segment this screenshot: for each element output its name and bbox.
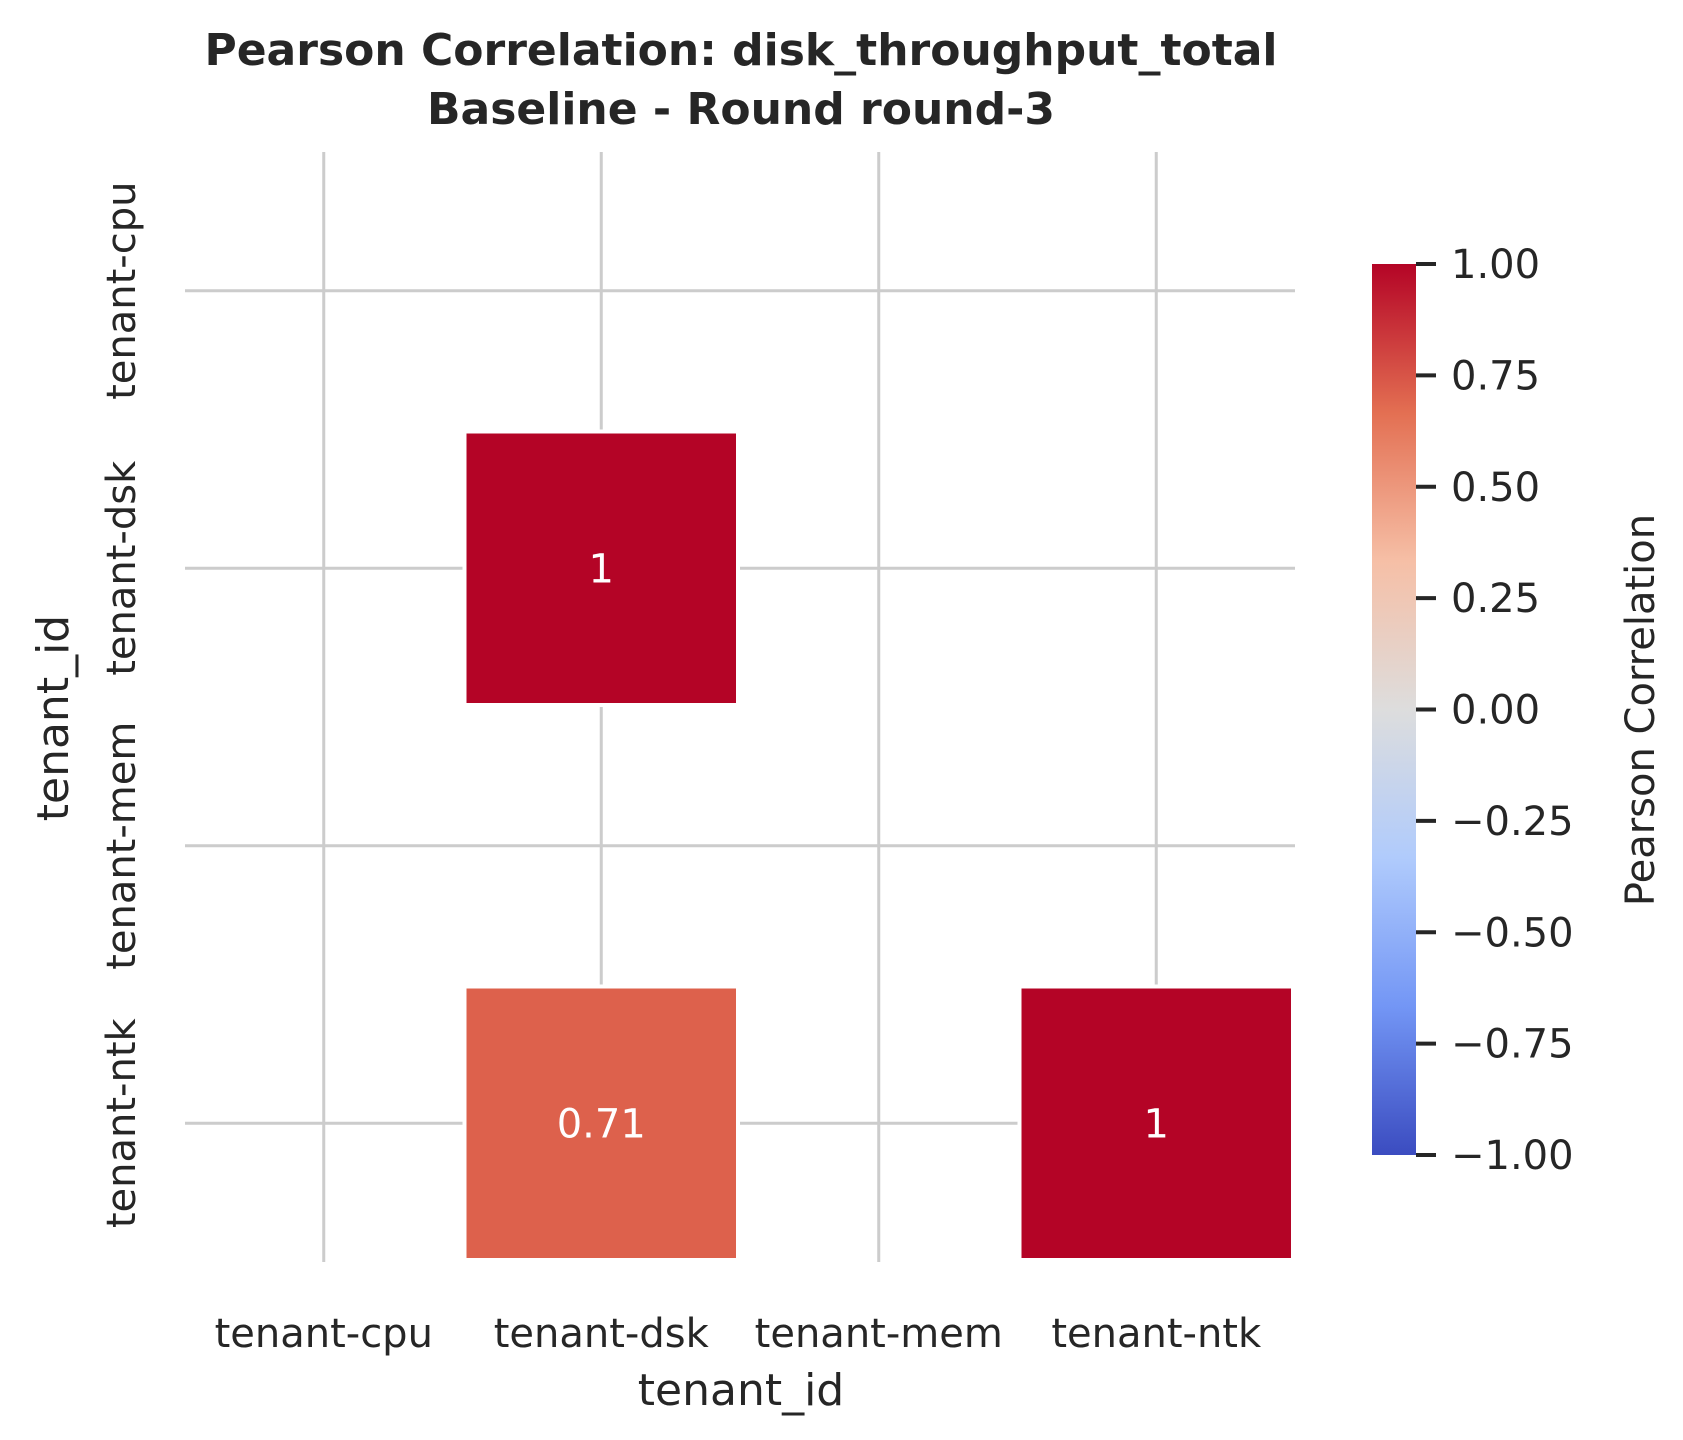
y-tick-label: tenant-cpu: [99, 182, 145, 400]
heatmap-cell: [462, 429, 740, 707]
colorbar-tick-label: −1.00: [1451, 1133, 1574, 1179]
x-tick-label: tenant-cpu: [215, 1311, 433, 1357]
colorbar-tick-label: 0.50: [1451, 465, 1540, 511]
y-tick-label: tenant-mem: [99, 722, 145, 970]
y-tick-label: tenant-ntk: [99, 1018, 145, 1229]
colorbar-tick-label: 0.00: [1451, 688, 1540, 734]
colorbar-ticks: 1.00 0.75 0.50 0.25 0.00 −0.25 −0.50 −0.75 −1.00: [1416, 242, 1574, 1179]
x-tick-label: tenant-mem: [755, 1311, 1003, 1357]
cell-annotation: 0.71: [557, 1101, 646, 1147]
x-tick-label: tenant-ntk: [1051, 1311, 1262, 1357]
cell-annotation: 1: [589, 546, 614, 592]
x-axis-label: tenant_id: [638, 1365, 844, 1416]
y-tick-label: tenant-dsk: [99, 460, 145, 676]
heatmap-cell: [462, 984, 740, 1262]
heatmap-cells: 1 0.71 1: [462, 429, 1295, 1262]
colorbar-tick-label: 1.00: [1451, 242, 1540, 288]
colorbar-tick-label: 0.75: [1451, 353, 1540, 399]
colorbar-tick-label: −0.50: [1451, 910, 1574, 956]
x-tick-labels: tenant-cpu tenant-dsk tenant-mem tenant-ntk: [215, 1311, 1262, 1357]
colorbar: [1372, 264, 1416, 1155]
chart-title: Pearson Correlation: disk_throughput_tot…: [204, 25, 1277, 76]
heatmap-cell: [1017, 984, 1295, 1262]
colorbar-label: Pearson Correlation: [1618, 514, 1664, 906]
chart-subtitle: Baseline - Round round-3: [427, 84, 1055, 135]
y-tick-labels: tenant-cpu tenant-dsk tenant-mem tenant-ntk: [99, 182, 145, 1229]
colorbar-tick-label: 0.25: [1451, 576, 1540, 622]
colorbar-tick-label: −0.75: [1451, 1022, 1574, 1068]
cell-annotation: 1: [1144, 1101, 1169, 1147]
colorbar-tick-label: −0.25: [1451, 799, 1574, 845]
x-tick-label: tenant-dsk: [494, 1311, 710, 1357]
y-axis-label: tenant_id: [28, 615, 79, 821]
